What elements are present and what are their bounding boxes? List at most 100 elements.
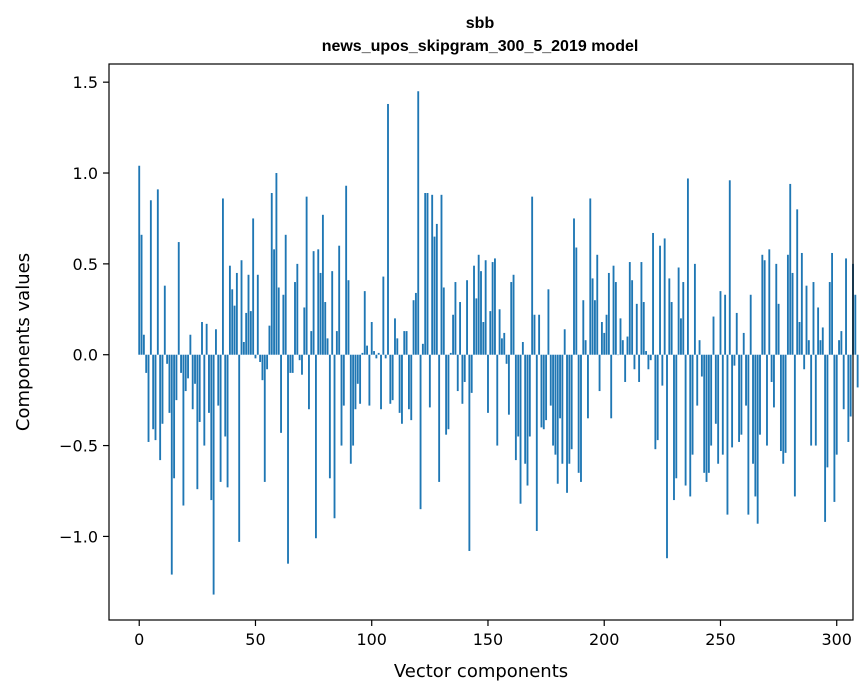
bar-101	[373, 351, 375, 355]
bar-131	[442, 287, 445, 355]
bar-138	[459, 302, 461, 355]
bar-79	[321, 214, 324, 355]
bar-38	[226, 354, 229, 488]
bar-171	[535, 354, 538, 531]
bar-188	[575, 247, 578, 355]
bar-250	[719, 291, 722, 355]
bar-139	[461, 354, 464, 404]
x-tick-label: 300	[821, 630, 852, 649]
bar-88	[342, 354, 345, 406]
x-tick-label: 50	[245, 630, 265, 649]
bar-33	[215, 329, 217, 355]
bar-26	[198, 354, 201, 422]
bar-241	[698, 340, 701, 355]
y-tick-label: 0.5	[73, 255, 98, 274]
bar-107	[387, 103, 389, 355]
bar-172	[538, 314, 541, 355]
bar-11	[163, 285, 166, 355]
bar-226	[663, 238, 666, 355]
x-axis-ticks: 0 50 100 150 200 250 300	[134, 620, 852, 649]
bar-40	[231, 289, 234, 355]
bar-209	[624, 354, 627, 382]
bar-261	[745, 354, 747, 406]
y-axis-ticks: −1.0 −0.5 0.0 0.5 1.0 1.5	[59, 73, 109, 546]
bar-24	[194, 354, 196, 384]
bar-113	[401, 354, 403, 424]
bar-116	[408, 354, 410, 410]
bar-8	[156, 189, 159, 355]
bar-152	[491, 262, 494, 355]
bar-65	[289, 354, 292, 373]
bar-37	[224, 354, 227, 437]
bar-191	[582, 300, 585, 355]
bar-233	[680, 318, 682, 355]
bar-286	[803, 354, 806, 370]
bar-127	[433, 236, 436, 355]
bar-34	[217, 354, 220, 406]
bar-146	[477, 254, 480, 355]
bar-258	[738, 354, 740, 442]
bar-50	[254, 354, 257, 359]
bar-39	[228, 265, 231, 355]
bar-272	[770, 354, 773, 382]
bar-253	[726, 354, 729, 515]
bar-114	[403, 331, 406, 355]
bar-185	[568, 354, 571, 464]
bar-149	[484, 260, 487, 355]
bar-36	[222, 198, 224, 355]
bar-12	[166, 354, 169, 364]
bar-275	[777, 303, 780, 355]
bar-68	[296, 263, 299, 355]
bar-223	[656, 354, 659, 441]
bar-49	[252, 218, 255, 355]
bar-19	[182, 354, 185, 506]
bar-297	[828, 282, 831, 355]
bar-215	[638, 354, 641, 382]
bar-259	[740, 354, 743, 435]
x-tick-label: 250	[705, 630, 736, 649]
bar-162	[514, 354, 517, 461]
bar-43	[238, 354, 241, 542]
bar-30	[208, 354, 210, 413]
bar-32	[212, 354, 215, 595]
bar-70	[301, 354, 303, 375]
bar-133	[447, 354, 450, 430]
bar-102	[375, 354, 378, 359]
bar-15	[173, 354, 176, 479]
bar-231	[675, 354, 678, 479]
bar-184	[566, 354, 568, 493]
bar-225	[661, 354, 664, 386]
bar-75	[312, 251, 315, 355]
bar-265	[754, 354, 757, 497]
bar-299	[833, 354, 836, 502]
bar-69	[298, 354, 301, 361]
bar-134	[449, 352, 452, 355]
bar-42	[235, 272, 238, 355]
bar-219	[647, 354, 650, 370]
bar-257	[735, 312, 738, 355]
bar-213	[633, 354, 636, 370]
bar-163	[517, 354, 520, 437]
bar-282	[793, 354, 796, 497]
bar-128	[435, 223, 438, 355]
bar-305	[847, 354, 850, 442]
bar-167	[526, 354, 529, 486]
bar-242	[700, 354, 703, 377]
bar-173	[540, 354, 543, 428]
bar-122	[421, 343, 424, 355]
bar-197	[596, 254, 599, 355]
bar-18	[180, 354, 182, 373]
x-tick-label: 0	[134, 630, 144, 649]
bar-294	[821, 327, 824, 355]
bar-268	[761, 254, 764, 355]
bar-296	[826, 354, 829, 468]
bar-291	[814, 354, 817, 446]
bar-284	[798, 322, 801, 355]
bar-229	[670, 302, 673, 355]
bar-156	[500, 338, 503, 355]
bar-248	[714, 354, 717, 424]
bar-98	[366, 345, 368, 355]
bar-190	[580, 354, 582, 482]
bar-285	[800, 252, 803, 355]
x-tick-label: 100	[356, 630, 387, 649]
